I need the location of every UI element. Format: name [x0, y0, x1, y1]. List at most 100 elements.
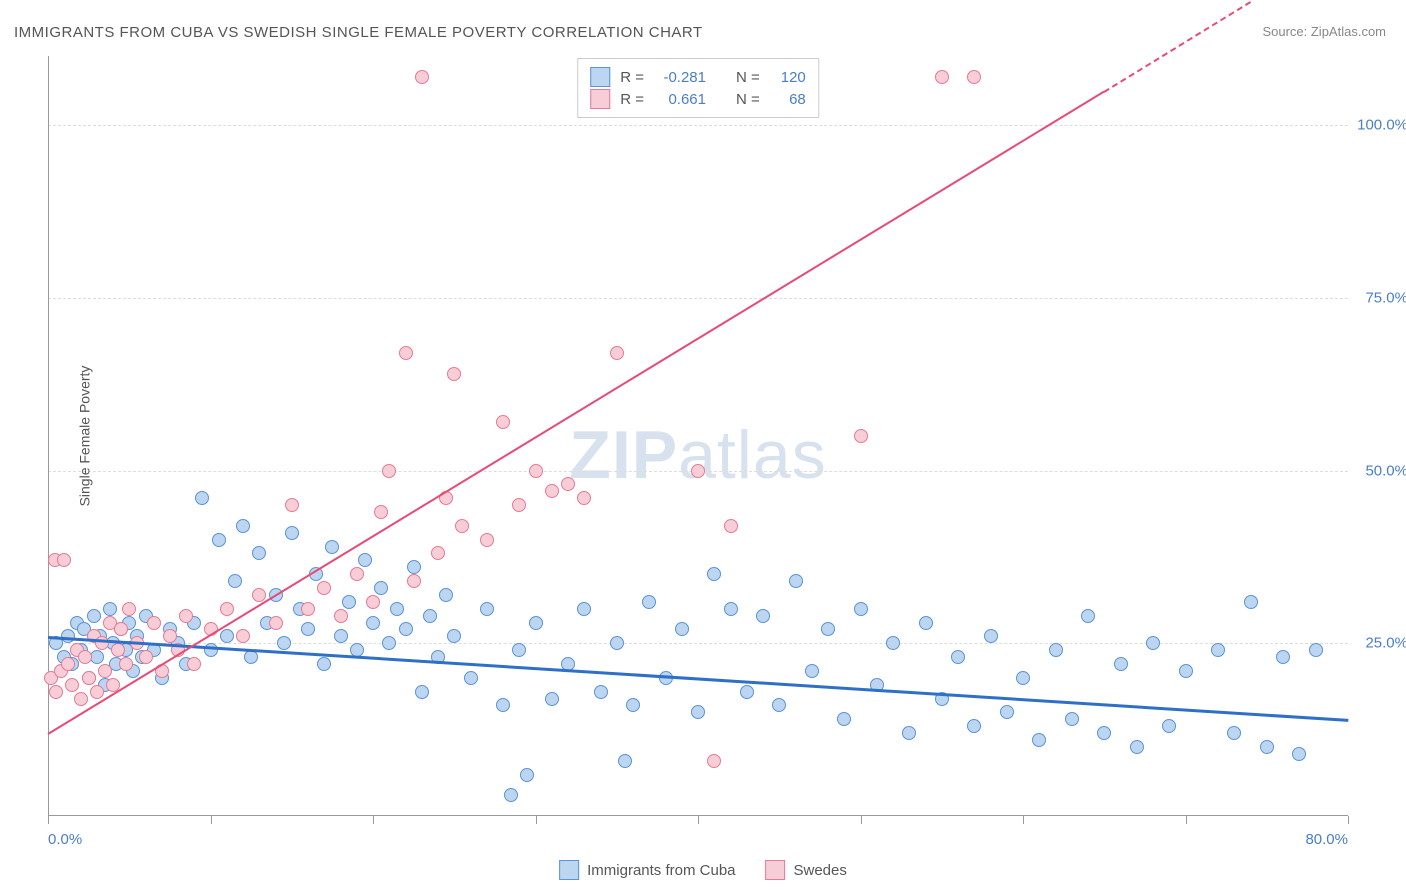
scatter-point — [179, 609, 193, 623]
scatter-point — [65, 678, 79, 692]
legend-row: R =-0.281N =120 — [590, 67, 806, 87]
scatter-point — [1244, 595, 1258, 609]
scatter-point — [163, 629, 177, 643]
scatter-point — [1081, 609, 1095, 623]
scatter-point — [902, 726, 916, 740]
legend-item: Immigrants from Cuba — [559, 860, 735, 880]
legend-n-label: N = — [736, 69, 760, 86]
scatter-point — [1276, 650, 1290, 664]
scatter-point — [228, 574, 242, 588]
scatter-point — [1000, 705, 1014, 719]
legend-row: R =0.661N =68 — [590, 89, 806, 109]
scatter-point — [691, 705, 705, 719]
legend-swatch — [590, 89, 610, 109]
scatter-point — [529, 616, 543, 630]
scatter-point — [78, 650, 92, 664]
scatter-point — [854, 602, 868, 616]
scatter-point — [724, 519, 738, 533]
scatter-point — [423, 609, 437, 623]
scatter-point — [1146, 636, 1160, 650]
x-min-label: 0.0% — [48, 831, 82, 848]
scatter-point — [366, 616, 380, 630]
scatter-point — [805, 664, 819, 678]
scatter-point — [87, 609, 101, 623]
scatter-point — [139, 650, 153, 664]
gridline — [48, 125, 1348, 126]
scatter-point — [236, 629, 250, 643]
scatter-point — [724, 602, 738, 616]
scatter-point — [1309, 643, 1323, 657]
scatter-point — [967, 719, 981, 733]
scatter-point — [626, 698, 640, 712]
scatter-point — [285, 526, 299, 540]
legend-r-value: -0.281 — [654, 69, 706, 86]
x-tick — [211, 816, 212, 824]
scatter-point — [707, 567, 721, 581]
scatter-point — [399, 622, 413, 636]
x-tick — [536, 816, 537, 824]
scatter-point — [618, 754, 632, 768]
scatter-point — [399, 346, 413, 360]
scatter-point — [1130, 740, 1144, 754]
scatter-point — [967, 70, 981, 84]
scatter-point — [325, 540, 339, 554]
scatter-point — [496, 415, 510, 429]
scatter-point — [740, 685, 754, 699]
scatter-point — [1114, 657, 1128, 671]
scatter-point — [407, 560, 421, 574]
y-tick-label: 75.0% — [1365, 289, 1406, 306]
scatter-point — [57, 553, 71, 567]
scatter-point — [935, 70, 949, 84]
chart-title: IMMIGRANTS FROM CUBA VS SWEDISH SINGLE F… — [14, 24, 703, 41]
scatter-point — [82, 671, 96, 685]
scatter-point — [119, 657, 133, 671]
scatter-point — [464, 671, 478, 685]
trendline — [1104, 1, 1251, 93]
scatter-point — [195, 491, 209, 505]
scatter-point — [1049, 643, 1063, 657]
scatter-point — [439, 588, 453, 602]
scatter-point — [187, 657, 201, 671]
scatter-point — [269, 616, 283, 630]
legend-r-label: R = — [620, 69, 644, 86]
scatter-point — [350, 567, 364, 581]
scatter-point — [756, 609, 770, 623]
scatter-point — [382, 636, 396, 650]
scatter-point — [512, 643, 526, 657]
scatter-point — [886, 636, 900, 650]
scatter-point — [854, 429, 868, 443]
scatter-point — [103, 602, 117, 616]
legend-label: Immigrants from Cuba — [587, 862, 735, 879]
scatter-point — [374, 505, 388, 519]
legend-r-label: R = — [620, 91, 644, 108]
scatter-point — [837, 712, 851, 726]
scatter-point — [919, 616, 933, 630]
scatter-point — [545, 484, 559, 498]
scatter-point — [49, 685, 63, 699]
scatter-point — [431, 546, 445, 560]
scatter-point — [277, 636, 291, 650]
scatter-point — [1065, 712, 1079, 726]
scatter-point — [301, 602, 315, 616]
source-attribution: Source: ZipAtlas.com — [1262, 24, 1386, 39]
scatter-point — [1211, 643, 1225, 657]
scatter-point — [707, 754, 721, 768]
scatter-point — [496, 698, 510, 712]
scatter-point — [252, 546, 266, 560]
scatter-point — [691, 464, 705, 478]
scatter-point — [382, 464, 396, 478]
scatter-point — [447, 629, 461, 643]
y-tick-label: 50.0% — [1365, 462, 1406, 479]
chart-area: ZIPatlas 25.0%50.0%75.0%100.0%0.0%80.0% … — [48, 56, 1348, 816]
scatter-point — [1227, 726, 1241, 740]
scatter-point — [98, 664, 112, 678]
legend-label: Swedes — [794, 862, 847, 879]
plot-area: 25.0%50.0%75.0%100.0%0.0%80.0% — [48, 56, 1348, 816]
scatter-point — [415, 70, 429, 84]
scatter-point — [220, 602, 234, 616]
scatter-point — [90, 685, 104, 699]
legend-n-label: N = — [736, 91, 760, 108]
scatter-point — [317, 657, 331, 671]
x-tick — [861, 816, 862, 824]
scatter-point — [772, 698, 786, 712]
